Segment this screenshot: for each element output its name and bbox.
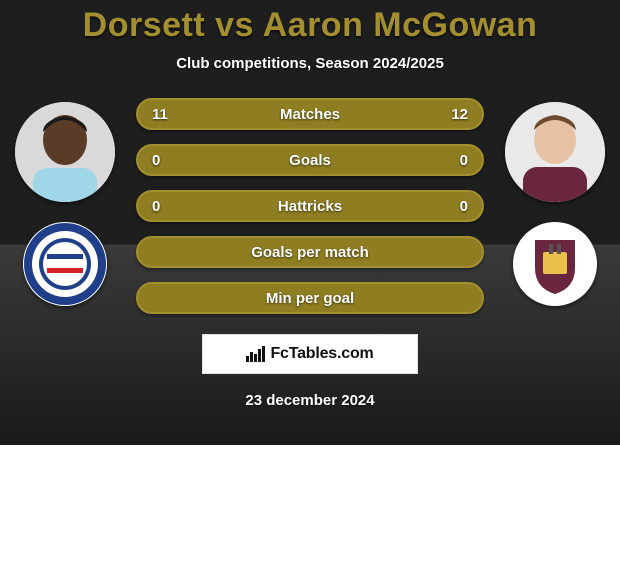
- stat-left-value: 0: [152, 192, 160, 220]
- club-left-badge-svg: [23, 222, 107, 306]
- subtitle: Club competitions, Season 2024/2025: [0, 55, 620, 72]
- stat-left-value: 11: [152, 100, 168, 128]
- player-right-avatar: [505, 102, 605, 202]
- bars-icon: [246, 346, 266, 362]
- player-left-avatar-svg: [15, 102, 115, 202]
- club-right-badge: [513, 222, 597, 306]
- stat-row-hattricks: 0 Hattricks 0: [136, 190, 484, 222]
- stats-column: 11 Matches 12 0 Goals 0 0 Hattricks 0 Go…: [120, 98, 500, 314]
- player-right-avatar-svg: [505, 102, 605, 202]
- comparison-card: Dorsett vs Aaron McGowan Club competitio…: [0, 0, 620, 445]
- date-line: 23 december 2024: [0, 392, 620, 409]
- club-left-badge: [23, 222, 107, 306]
- stat-right-value: 12: [451, 100, 468, 128]
- brand-text: FcTables.com: [270, 345, 373, 363]
- right-column: [500, 102, 610, 306]
- player-left-avatar: [15, 102, 115, 202]
- stat-label: Goals: [289, 152, 331, 169]
- left-column: [10, 102, 120, 306]
- club-right-badge-svg: [513, 222, 597, 306]
- stat-label: Matches: [280, 106, 340, 123]
- brand-box[interactable]: FcTables.com: [202, 334, 418, 374]
- page-title: Dorsett vs Aaron McGowan: [0, 0, 620, 45]
- stat-label: Min per goal: [266, 290, 354, 307]
- stat-row-min-per-goal: Min per goal: [136, 282, 484, 314]
- stat-row-goals-per-match: Goals per match: [136, 236, 484, 268]
- stat-right-value: 0: [460, 146, 468, 174]
- content-row: 11 Matches 12 0 Goals 0 0 Hattricks 0 Go…: [0, 102, 620, 314]
- stat-label: Hattricks: [278, 198, 342, 215]
- stat-left-value: 0: [152, 146, 160, 174]
- stat-right-value: 0: [460, 192, 468, 220]
- stat-row-matches: 11 Matches 12: [136, 98, 484, 130]
- stat-label: Goals per match: [251, 244, 369, 261]
- stat-row-goals: 0 Goals 0: [136, 144, 484, 176]
